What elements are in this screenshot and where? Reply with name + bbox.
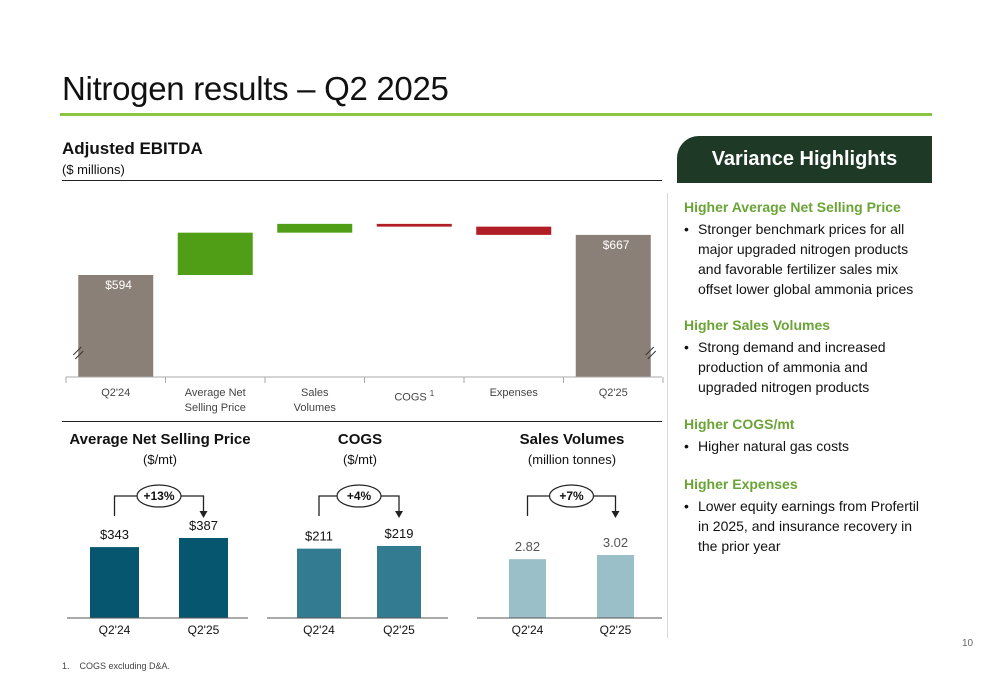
waterfall-category-line: Selling Price — [184, 402, 246, 414]
change-arrow-icon — [199, 511, 208, 518]
variance-bullet-text: Higher natural gas costs — [698, 438, 849, 454]
variance-heading: Higher COGS/mt — [684, 416, 795, 432]
small-bar-category: Q2'25 — [383, 623, 415, 637]
title-divider — [60, 113, 932, 116]
waterfall-bar-change — [277, 223, 353, 233]
small-bar-value: $219 — [385, 526, 414, 541]
variance-bullet: • Lower equity earnings from Profertil in… — [684, 496, 929, 556]
waterfall-category-label: COGS 1 — [365, 386, 465, 406]
small-bar — [509, 559, 546, 618]
variance-heading: Higher Expenses — [684, 476, 798, 492]
page-title: Nitrogen results – Q2 2025 — [62, 70, 449, 107]
change-bracket — [113, 495, 205, 516]
small-bar — [297, 548, 341, 618]
small-bar-category: Q2'24 — [99, 623, 131, 637]
small-bar-category: Q2'25 — [188, 623, 220, 637]
ebitda-title: Adjusted EBITDA — [62, 139, 203, 158]
waterfall-category-line: COGS 1 — [394, 389, 435, 404]
footnote: 1. COGS excluding D&A. — [62, 661, 171, 671]
change-label: +4% — [347, 489, 372, 503]
small-chart-subtitle: ($/mt) — [143, 452, 177, 467]
change-label: +13% — [143, 489, 174, 503]
bullet-icon: • — [684, 498, 689, 514]
waterfall-bar-change — [476, 226, 552, 235]
small-chart-subtitle: ($/mt) — [343, 452, 377, 467]
variance-highlights-title: Variance Highlights — [711, 148, 898, 170]
waterfall-category-line: Q2'25 — [598, 387, 628, 399]
small-bar — [597, 555, 634, 618]
small-bar-value: 3.02 — [603, 535, 628, 550]
change-badge — [336, 484, 382, 508]
small-chart-title: COGS — [337, 431, 383, 448]
variance-bullet: • Strong demand and increased production … — [684, 337, 929, 397]
ebitda-waterfall-chart: $594 $667 — [65, 223, 664, 383]
waterfall-start-value: $594 — [105, 278, 132, 292]
vertical-divider — [667, 193, 668, 638]
axis-break-icon — [72, 346, 84, 360]
small-bar-category: Q2'24 — [303, 623, 335, 637]
variance-bullet-text: Lower equity earnings from Profertil in … — [698, 498, 919, 554]
small-bar-category: Q2'24 — [512, 623, 544, 637]
change-label: +7% — [559, 489, 584, 503]
waterfall-bar-change — [376, 223, 452, 227]
ebitda-divider — [62, 180, 662, 181]
waterfall-bar-change — [177, 232, 253, 275]
change-badge — [548, 484, 595, 508]
change-bracket — [318, 495, 400, 516]
bullet-icon: • — [684, 221, 689, 237]
waterfall-category-label: Q2'24 — [66, 386, 166, 401]
variance-bullet-text: Stronger benchmark prices for all major … — [698, 221, 914, 297]
variance-heading: Higher Sales Volumes — [684, 317, 831, 333]
small-chart-title: Sales Volumes — [519, 431, 625, 448]
footnote-marker: 1 — [429, 389, 435, 398]
lower-divider — [62, 421, 662, 422]
waterfall-bar-start — [78, 275, 154, 377]
variance-heading: Higher Average Net Selling Price — [684, 199, 901, 215]
small-bar — [179, 538, 228, 618]
variance-highlights-header: Variance Highlights — [677, 136, 932, 183]
change-bracket — [526, 495, 617, 516]
waterfall-category-label: Sales Volumes — [265, 386, 365, 416]
small-bar-value: 2.82 — [515, 539, 540, 554]
waterfall-category-line: Volumes — [293, 402, 336, 414]
waterfall-category-line: Expenses — [489, 387, 538, 399]
page-number: 10 — [962, 638, 974, 649]
small-bar — [90, 547, 139, 618]
change-arrow-icon — [611, 511, 620, 518]
waterfall-bar-end — [575, 234, 651, 377]
waterfall-category-line: Sales — [300, 387, 329, 399]
small-chart-title: Average Net Selling Price — [69, 431, 251, 448]
axis-break-icon — [645, 346, 657, 360]
ebitda-subtitle: ($ millions) — [62, 162, 125, 177]
change-arrow-icon — [395, 511, 403, 518]
waterfall-category-label: Average Net Selling Price — [166, 386, 266, 416]
small-chart-subtitle: (million tonnes) — [527, 452, 617, 467]
waterfall-category-line: Average Net — [184, 387, 246, 399]
waterfall-category-line: Q2'24 — [101, 387, 131, 399]
variance-bullet-text: Strong demand and increased production o… — [698, 339, 886, 395]
bullet-icon: • — [684, 438, 689, 454]
small-bar-value: $343 — [100, 527, 129, 542]
waterfall-category-label: Expenses — [464, 386, 564, 401]
variance-bullet: • Stronger benchmark prices for all major… — [684, 219, 929, 299]
small-bar-category: Q2'25 — [600, 623, 632, 637]
small-bar — [377, 546, 421, 618]
variance-bullet: • Higher natural gas costs — [684, 436, 929, 456]
small-bar-value: $387 — [189, 518, 218, 533]
small-bar-value: $211 — [305, 529, 333, 544]
bullet-icon: • — [684, 339, 689, 355]
waterfall-end-value: $667 — [603, 238, 630, 252]
change-badge — [136, 484, 182, 508]
waterfall-category-label: Q2'25 — [564, 386, 664, 401]
